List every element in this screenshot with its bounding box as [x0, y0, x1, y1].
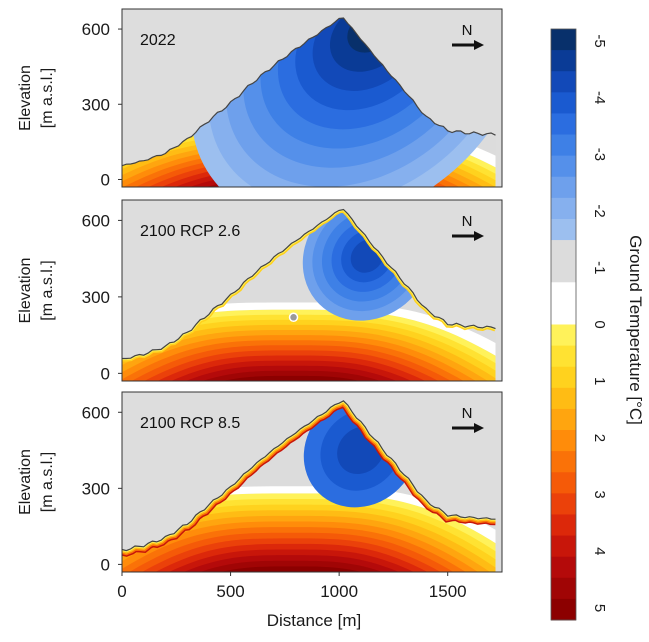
colorbar-swatch: [551, 598, 576, 621]
y-tick-label: 300: [82, 95, 110, 114]
colorbar-tick-label: -3: [591, 148, 608, 161]
y-tick-label: 600: [82, 211, 110, 230]
colorbar-swatch: [551, 451, 576, 473]
colorbar-swatch: [551, 514, 576, 537]
y-axis-label: Elevation: [17, 449, 34, 515]
y-tick-label: 300: [82, 288, 110, 307]
colorbar-swatch: [551, 176, 576, 199]
colorbar-tick-label: 5: [591, 604, 608, 612]
ground-surface-line: [122, 17, 496, 167]
north-arrowhead-icon: [474, 231, 484, 241]
panel-title: 2022: [140, 32, 176, 49]
y-tick-label: 600: [82, 403, 110, 422]
north-label: N: [462, 405, 473, 422]
north-arrowhead-icon: [474, 40, 484, 50]
colorbar-swatch: [551, 535, 576, 558]
colorbar-swatch: [551, 155, 576, 178]
x-axis: 0 500 1000 1500: [117, 572, 467, 601]
x-tick-label: 1500: [429, 582, 467, 601]
x-tick-label: 1000: [320, 582, 358, 601]
colorbar-swatch: [551, 303, 576, 325]
x-tick-label: 0: [117, 582, 126, 601]
colorbar-label: Ground Temperature [°C]: [626, 235, 645, 425]
north-label: N: [462, 22, 473, 39]
north-label: N: [462, 213, 473, 230]
colorbar-swatch: [551, 324, 576, 347]
colorbar-tick-label: 2: [591, 434, 608, 442]
panel-title: 2100 RCP 8.5: [140, 415, 240, 432]
y-tick-label: 0: [101, 170, 110, 189]
colorbar-frame: [550, 28, 577, 621]
colorbar-tick-label: -4: [591, 91, 608, 104]
y-axis-label: Elevation: [17, 65, 34, 131]
colorbar-swatch: [551, 134, 576, 157]
colorbar-swatch: [551, 240, 576, 262]
panel-1: 2022 N 0 300 600 Elevation [m a.s.l.]: [17, 8, 503, 189]
y-axis-label-units: [m a.s.l.]: [39, 68, 56, 128]
colorbar: -5 -4 -3 -2 -1 0 1 2 3 4 5: [550, 28, 608, 621]
warm-band: [153, 560, 429, 572]
colorbar-swatch: [551, 556, 576, 579]
colorbar-swatch: [551, 493, 576, 515]
colorbar-swatch: [551, 92, 576, 114]
colorbar-swatch: [551, 113, 576, 136]
colorbar-swatch: [551, 218, 576, 241]
panel-3: 2100 RCP 8.5 N 0 300 600 Elevation [m a.s.l.]: [17, 391, 503, 574]
y-tick-label: 600: [82, 20, 110, 39]
colorbar-swatch: [551, 50, 576, 72]
colorbar-tick-label: 0: [591, 320, 608, 328]
colorbar-tick-label: -5: [591, 34, 608, 47]
north-arrowhead-icon: [474, 423, 484, 433]
y-tick-label: 0: [101, 364, 110, 383]
colorbar-swatch: [551, 71, 576, 93]
borehole-marker: [288, 312, 299, 323]
y-tick-label: 0: [101, 555, 110, 574]
ground-surface-line: [122, 208, 496, 360]
colorbar-swatch: [551, 430, 576, 452]
panel-frame: [121, 199, 503, 382]
x-axis-label: Distance [m]: [267, 611, 361, 630]
panel-frame: [121, 391, 503, 573]
colorbar-tick-label: -2: [591, 204, 608, 217]
panel-frame: [121, 8, 503, 188]
colorbar-swatch: [551, 366, 576, 389]
panel-title: 2100 RCP 2.6: [140, 223, 240, 240]
warm-band: [142, 555, 440, 572]
colorbar-swatch: [551, 197, 576, 220]
colorbar-swatch: [551, 261, 576, 283]
colorbar-tick-label: 3: [591, 490, 608, 498]
y-axis-label: Elevation: [17, 258, 34, 324]
colorbar-tick-label: 4: [591, 547, 608, 555]
colorbar-swatch: [551, 577, 576, 600]
panel-2: 2100 RCP 2.6 N 0 300 600 Elevation [m a.s.l.]: [17, 199, 503, 383]
colorbar-swatch: [551, 472, 576, 494]
y-axis-label-units: [m a.s.l.]: [39, 452, 56, 512]
warm-band: [142, 365, 440, 381]
colorbar-swatch: [551, 282, 576, 304]
y-tick-label: 300: [82, 479, 110, 498]
colorbar-swatch: [551, 345, 576, 368]
x-tick-label: 500: [216, 582, 244, 601]
colorbar-tick-label: -1: [591, 261, 608, 274]
colorbar-tick-label: 1: [591, 377, 608, 385]
y-axis-label-units: [m a.s.l.]: [39, 260, 56, 320]
colorbar-swatch: [551, 408, 576, 431]
warm-band: [153, 370, 429, 381]
ground-surface-line: [122, 400, 496, 552]
colorbar-swatch: [551, 29, 576, 51]
colorbar-swatch: [551, 387, 576, 410]
